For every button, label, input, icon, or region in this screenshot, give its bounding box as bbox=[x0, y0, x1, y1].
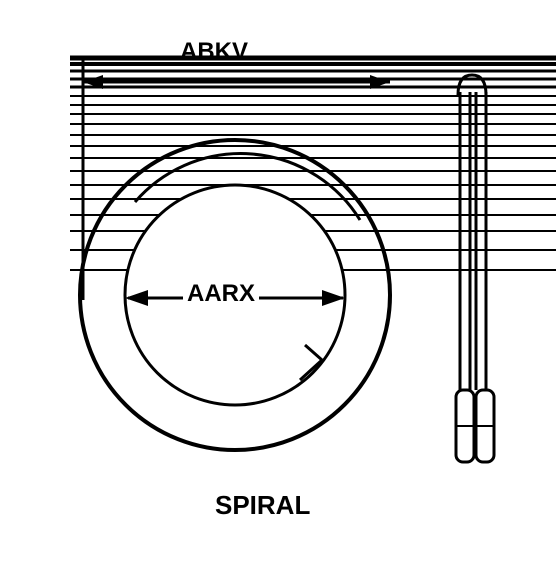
spiral-ring-diagram: ABKV AARX SPIRAL bbox=[0, 0, 556, 575]
aarx-label: AARX bbox=[183, 280, 259, 308]
side-view bbox=[456, 75, 494, 462]
abkv-label: ABKV bbox=[180, 38, 248, 66]
title-label: SPIRAL bbox=[215, 490, 310, 521]
diagram-svg bbox=[0, 0, 556, 575]
